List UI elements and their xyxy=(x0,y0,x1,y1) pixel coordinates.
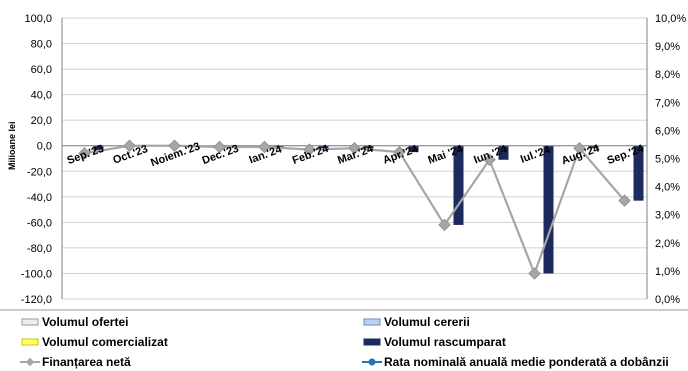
y-tick-label: -120,0 xyxy=(21,294,52,306)
point-finantare-neta xyxy=(78,147,91,160)
y2-tick-label: 2,0% xyxy=(655,238,680,250)
legend-marker xyxy=(368,358,376,366)
point-finantare-neta xyxy=(258,140,271,154)
y2-tick-label: 8,0% xyxy=(655,69,680,81)
y2-tick-label: 5,0% xyxy=(655,154,680,166)
point-finantare-neta xyxy=(573,142,586,155)
bar-rascumparat xyxy=(543,145,554,274)
point-finantare-neta xyxy=(348,142,361,155)
line-layer xyxy=(78,139,631,280)
y2-tick-label: 10,0% xyxy=(655,13,686,25)
point-finantare-neta xyxy=(438,218,451,232)
legend-label: Finanțarea netă xyxy=(42,355,131,369)
point-finantare-neta xyxy=(123,139,136,152)
y-tick-label: -100,0 xyxy=(21,268,52,280)
y-tick-label: 100,0 xyxy=(24,13,52,25)
bar-rascumparat xyxy=(273,145,284,148)
legend-label: Rata nominală anuală medie ponderată a d… xyxy=(384,355,669,369)
y2-tick-label: 7,0% xyxy=(655,97,680,109)
y-tick-label: -20,0 xyxy=(27,166,52,178)
y-tick-label: -80,0 xyxy=(27,243,52,255)
point-finantare-neta xyxy=(303,143,316,156)
y-tick-label: -40,0 xyxy=(27,192,52,204)
point-finantare-neta xyxy=(393,145,406,159)
y2-tick-label: 6,0% xyxy=(655,125,680,137)
legend-swatch xyxy=(363,338,381,346)
bar-rascumparat xyxy=(498,145,509,160)
legend-swatch xyxy=(21,338,39,346)
point-finantare-neta xyxy=(528,267,541,280)
y-tick-label: 0,0 xyxy=(37,141,52,153)
x-tick-label: Apr.'24 xyxy=(381,143,420,167)
y2-tick-label: 1,0% xyxy=(655,266,680,278)
legend-swatch xyxy=(363,318,381,326)
legend-label: Volumul rascumparat xyxy=(384,335,506,349)
y-tick-label: 20,0 xyxy=(31,115,52,127)
point-finantare-neta xyxy=(168,139,181,152)
bar-rascumparat xyxy=(408,145,419,153)
y-tick-label: 40,0 xyxy=(31,90,52,102)
bar-rascumparat xyxy=(633,145,644,201)
point-finantare-neta xyxy=(483,153,496,166)
bar-rascumparat xyxy=(363,145,374,149)
ticks-layer: 100,0 80,0 60,0 40,0 20,0 0,0 -20,0 -40,0 -60,0 -… xyxy=(21,13,687,306)
y2-tick-label: 9,0% xyxy=(655,41,680,53)
point-finantare-neta xyxy=(213,140,226,154)
legend-marker xyxy=(25,357,35,367)
bar-rascumparat xyxy=(318,145,329,149)
y-axis-title: Milioane lei xyxy=(7,121,17,170)
legend-swatch xyxy=(21,318,39,326)
bar-rascumparat xyxy=(453,145,464,225)
bar-rascumparat xyxy=(93,145,104,153)
point-finantare-neta xyxy=(618,194,631,207)
legend-label: Volumul ofertei xyxy=(42,315,128,329)
bars-layer xyxy=(93,145,644,274)
legend-label: Volumul comercializat xyxy=(42,335,168,349)
y2-tick-label: 0,0% xyxy=(655,294,680,306)
legend: Volumul ofertei Volumul cererii Volumul co… xyxy=(0,309,688,369)
x-tick-label: Sep.'23 xyxy=(66,143,106,167)
y-tick-label: 60,0 xyxy=(31,64,52,76)
bar-rascumparat xyxy=(588,145,599,149)
y-tick-label: -60,0 xyxy=(27,217,52,229)
y2-tick-label: 4,0% xyxy=(655,182,680,194)
y-tick-label: 80,0 xyxy=(31,39,52,51)
y2-tick-label: 3,0% xyxy=(655,210,680,222)
legend-label: Volumul cererii xyxy=(384,315,470,329)
